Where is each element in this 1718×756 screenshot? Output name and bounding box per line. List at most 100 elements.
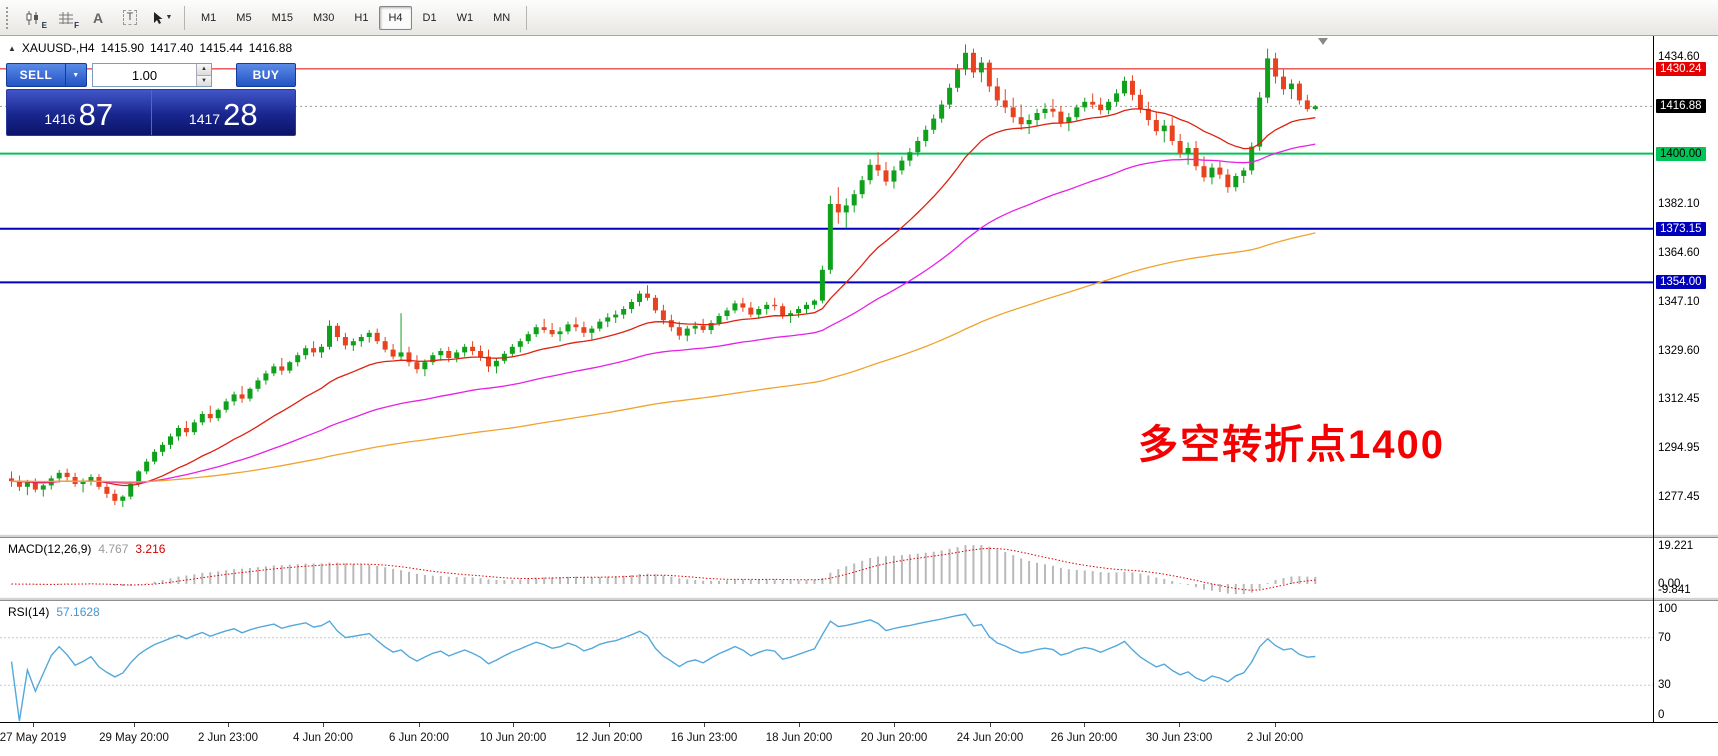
macd-panel[interactable] bbox=[0, 538, 1653, 597]
ohlc-high: 1417.40 bbox=[150, 41, 194, 55]
chevron-down-icon: ▼ bbox=[165, 14, 173, 21]
tf-mn[interactable]: MN bbox=[484, 6, 519, 30]
panel-splitter[interactable] bbox=[0, 597, 1718, 601]
price-axis-label: 1312.45 bbox=[1658, 392, 1700, 405]
volume-control: ▲ ▼ bbox=[92, 63, 212, 87]
rsi-axis-label: 100 bbox=[1658, 603, 1678, 615]
one-click-trading-panel: SELL ▼ ▲ ▼ BUY 1416 87 1417 28 bbox=[6, 63, 296, 136]
buy-button[interactable]: BUY bbox=[236, 63, 296, 87]
time-axis-label: 20 Jun 20:00 bbox=[860, 732, 928, 744]
time-axis-tick bbox=[894, 723, 895, 727]
time-axis-tick bbox=[33, 723, 34, 727]
ohlc-open: 1415.90 bbox=[100, 41, 144, 55]
panel-splitter[interactable] bbox=[0, 534, 1718, 538]
rsi-label: RSI(14) 57.1628 bbox=[8, 605, 100, 619]
macd-axis: 19.221 0.00 -9.841 bbox=[1654, 538, 1718, 597]
time-axis-tick bbox=[704, 723, 705, 727]
price-badge: 1416.88 bbox=[1656, 99, 1706, 114]
tf-w1[interactable]: W1 bbox=[448, 6, 483, 30]
price-badge: 1430.24 bbox=[1656, 61, 1706, 76]
tf-m1[interactable]: M1 bbox=[192, 6, 225, 30]
time-axis-tick bbox=[228, 723, 229, 727]
time-axis-label: 12 Jun 20:00 bbox=[575, 732, 643, 744]
icon-sub-label: F bbox=[74, 20, 79, 30]
volume-down-icon[interactable]: ▼ bbox=[197, 74, 211, 86]
price-axis-label: 1382.10 bbox=[1658, 197, 1700, 210]
tf-m5[interactable]: M5 bbox=[227, 6, 260, 30]
cursor-tool-icon[interactable]: ▼ bbox=[147, 5, 177, 31]
time-axis-tick bbox=[419, 723, 420, 727]
macd-main-value: 4.767 bbox=[98, 542, 129, 556]
buy-price-display[interactable]: 1417 28 bbox=[150, 90, 296, 135]
macd-axis-label: 19.221 bbox=[1658, 540, 1694, 552]
trade-panel-quotes: 1416 87 1417 28 bbox=[6, 89, 296, 136]
text-label-icon[interactable]: A bbox=[83, 5, 113, 31]
grid-glyph bbox=[59, 11, 73, 24]
volume-input[interactable] bbox=[93, 64, 196, 86]
cursor-glyph bbox=[153, 11, 163, 24]
rsi-value: 57.1628 bbox=[56, 605, 100, 619]
macd-signal-value: 3.216 bbox=[135, 542, 166, 556]
price-axis-label: 1294.95 bbox=[1658, 441, 1700, 454]
price-badge: 1400.00 bbox=[1656, 146, 1706, 161]
time-axis-label: 2 Jul 20:00 bbox=[1246, 732, 1304, 744]
time-axis-label: 30 Jun 23:00 bbox=[1145, 732, 1213, 744]
grid-icon[interactable]: F bbox=[51, 5, 81, 31]
time-axis-tick bbox=[1275, 723, 1276, 727]
time-axis-label: 6 Jun 20:00 bbox=[388, 732, 450, 744]
price-axis-label: 1329.60 bbox=[1658, 344, 1700, 357]
price-axis-label: 1277.45 bbox=[1658, 490, 1700, 503]
tf-m30[interactable]: M30 bbox=[304, 6, 343, 30]
price-badge: 1373.15 bbox=[1656, 221, 1706, 236]
time-axis-tick bbox=[1179, 723, 1180, 727]
sell-price-display[interactable]: 1416 87 bbox=[7, 90, 151, 135]
volume-up-icon[interactable]: ▲ bbox=[197, 64, 211, 75]
time-axis-label: 10 Jun 20:00 bbox=[479, 732, 547, 744]
time-axis-label: 26 Jun 20:00 bbox=[1050, 732, 1118, 744]
time-axis-tick bbox=[799, 723, 800, 727]
ohlc-close: 1416.88 bbox=[248, 41, 293, 55]
tf-h1[interactable]: H1 bbox=[345, 6, 377, 30]
price-axis-label: 1434.60 bbox=[1658, 50, 1700, 63]
candles-glyph bbox=[26, 10, 38, 25]
rsi-axis-label: 0 bbox=[1658, 709, 1665, 721]
symbol-period-label: XAUUSD-,H4 bbox=[21, 41, 95, 55]
toolbar-separator bbox=[184, 5, 185, 30]
rsi-panel[interactable] bbox=[0, 601, 1653, 722]
time-axis-label: 27 May 2019 bbox=[0, 732, 67, 744]
rsi-axis: 100 70 30 0 bbox=[1654, 601, 1718, 722]
price-axis-label: 1347.10 bbox=[1658, 295, 1700, 308]
tf-d1[interactable]: D1 bbox=[414, 6, 446, 30]
time-axis-tick bbox=[323, 723, 324, 727]
rsi-chart bbox=[0, 613, 1653, 722]
sell-dropdown-icon[interactable]: ▼ bbox=[66, 63, 87, 87]
toolbar-separator bbox=[526, 5, 528, 30]
trade-panel-controls: SELL ▼ ▲ ▼ BUY bbox=[6, 63, 296, 87]
volume-spinner: ▲ ▼ bbox=[196, 64, 211, 86]
macd-chart bbox=[10, 545, 1317, 595]
time-axis-label: 16 Jun 23:00 bbox=[670, 732, 738, 744]
time-axis-label: 29 May 20:00 bbox=[99, 732, 169, 744]
time-axis[interactable]: 27 May 2019 29 May 20:00 2 Jun 23:00 4 Jun … bbox=[0, 722, 1718, 756]
buy-price-small: 1417 bbox=[188, 111, 221, 127]
chart-shift-marker-icon[interactable] bbox=[1318, 38, 1328, 45]
toolbar: E F A T ▼ M1 M5 M15 M30 H1 H4 D1 W1 MN bbox=[0, 0, 1718, 36]
sell-price-big: 87 bbox=[78, 97, 114, 132]
sell-button[interactable]: SELL bbox=[6, 63, 66, 87]
price-badge: 1354.00 bbox=[1656, 275, 1706, 290]
time-axis-tick bbox=[134, 723, 135, 727]
text-box-icon[interactable]: T bbox=[115, 5, 145, 31]
time-axis-tick bbox=[609, 723, 610, 727]
candlestick-chart-icon[interactable]: E bbox=[19, 5, 49, 31]
tf-h4[interactable]: H4 bbox=[379, 5, 412, 30]
macd-axis-label: 0.00 bbox=[1658, 578, 1681, 590]
time-axis-label: 4 Jun 20:00 bbox=[292, 732, 354, 744]
toolbar-grip[interactable] bbox=[6, 6, 11, 29]
price-axis[interactable]: 1434.60 1382.10 1364.60 1347.10 1329.60 1312.… bbox=[1654, 36, 1718, 534]
chart-annotation-text: 多空转折点1400 bbox=[1138, 423, 1445, 467]
tf-m15[interactable]: M15 bbox=[263, 6, 302, 30]
one-click-toggle-icon[interactable]: ▲ bbox=[8, 43, 16, 53]
time-axis-tick bbox=[990, 723, 991, 727]
icon-sub-label: E bbox=[41, 20, 47, 30]
